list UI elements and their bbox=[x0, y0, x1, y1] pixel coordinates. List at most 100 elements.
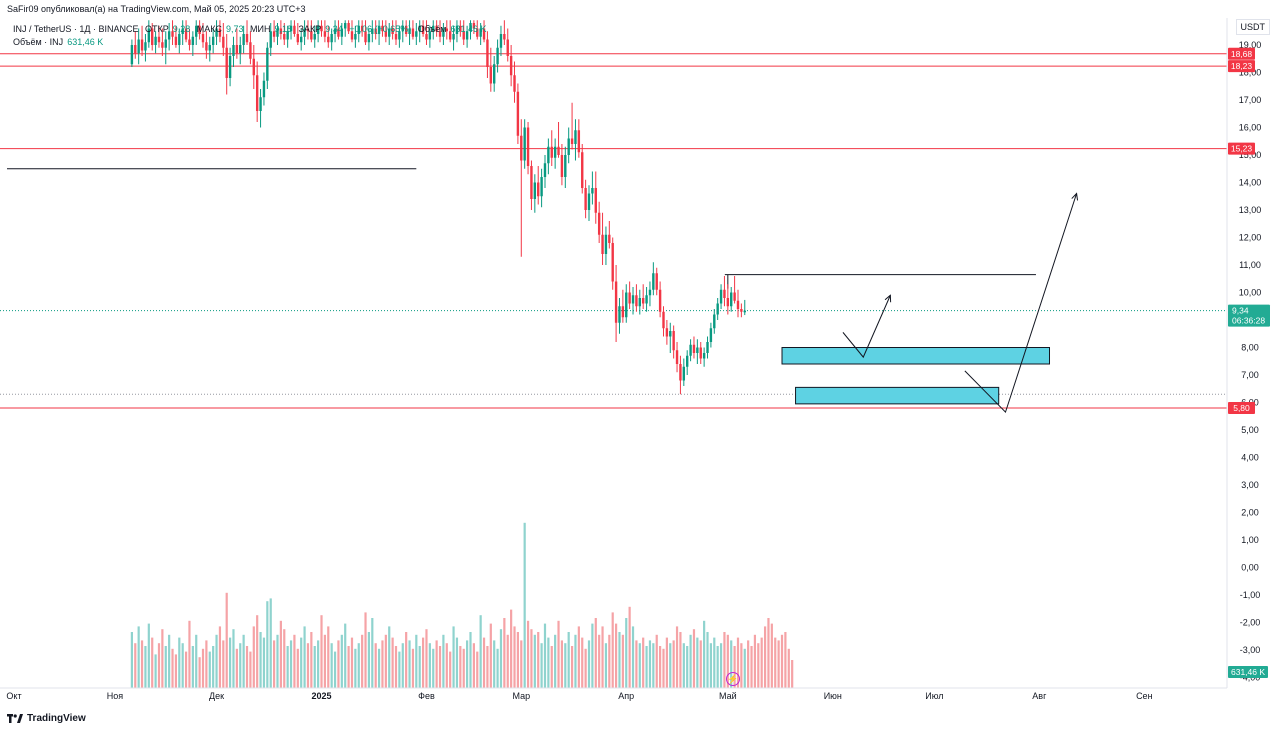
horizontal-levels bbox=[0, 53, 1227, 409]
candle bbox=[350, 20, 354, 43]
candle bbox=[635, 284, 638, 312]
volume-bar bbox=[157, 643, 161, 688]
candle-body bbox=[130, 45, 134, 65]
candle-body bbox=[496, 47, 499, 65]
candle-body bbox=[689, 344, 692, 356]
candle-body bbox=[736, 300, 740, 309]
volume-bar bbox=[679, 632, 682, 688]
level-tag bbox=[1228, 142, 1255, 155]
candle-body bbox=[655, 273, 658, 290]
y-tick-label: 1,00 bbox=[1241, 535, 1259, 545]
candle bbox=[455, 20, 459, 43]
candle-body bbox=[367, 34, 371, 43]
volume-bar bbox=[239, 643, 242, 688]
volume-bar bbox=[716, 646, 719, 688]
y-tick-label: 8,00 bbox=[1241, 343, 1259, 353]
candle bbox=[560, 144, 564, 186]
candle bbox=[520, 119, 523, 257]
volume-bar bbox=[618, 632, 621, 688]
volume-bar bbox=[161, 629, 164, 688]
candle-body bbox=[621, 306, 625, 318]
candle-body bbox=[699, 347, 702, 359]
volume-bar bbox=[696, 637, 699, 688]
candle bbox=[377, 20, 381, 45]
volume-legend[interactable]: Объём · INJ 631,46 K bbox=[13, 37, 107, 47]
candle-body bbox=[259, 97, 262, 111]
volume-bar bbox=[262, 637, 266, 688]
candle bbox=[631, 287, 635, 315]
volume-bar bbox=[215, 634, 218, 688]
volume-bar bbox=[452, 626, 455, 688]
candle bbox=[658, 281, 662, 318]
volume-bar bbox=[760, 637, 763, 688]
volume-bar bbox=[642, 637, 645, 688]
volume-bar bbox=[235, 648, 238, 688]
candle-body bbox=[665, 328, 669, 337]
candle bbox=[239, 36, 242, 65]
candle bbox=[161, 28, 164, 56]
volume-bar bbox=[374, 643, 377, 688]
lightning-icon[interactable]: ⚡ bbox=[726, 672, 740, 686]
candle-body bbox=[489, 67, 493, 84]
volume-bar bbox=[753, 634, 757, 688]
symbol-name[interactable]: INJ / TetherUS · 1Д · BINANCE bbox=[13, 24, 139, 34]
volume-bar bbox=[168, 634, 171, 688]
candle-body bbox=[472, 23, 476, 29]
candle bbox=[465, 25, 469, 48]
candle-body bbox=[584, 188, 587, 210]
y-tick-label: 3,00 bbox=[1241, 480, 1259, 490]
volume-bar bbox=[317, 640, 320, 688]
candle-body bbox=[239, 45, 242, 54]
candle bbox=[452, 25, 455, 51]
volume-bars bbox=[130, 522, 794, 688]
volume-bar bbox=[137, 626, 140, 688]
candle bbox=[726, 284, 730, 315]
volume-bar bbox=[740, 643, 743, 688]
candle bbox=[567, 127, 570, 164]
candle bbox=[435, 20, 438, 37]
symbol-legend[interactable]: INJ / TetherUS · 1Д · BINANCE ОТКР 9,28 М… bbox=[13, 24, 491, 34]
candle bbox=[225, 34, 228, 95]
candle-body bbox=[235, 45, 239, 54]
volume-bar bbox=[730, 640, 733, 688]
candle-body bbox=[482, 28, 486, 40]
volume-bar bbox=[523, 522, 526, 688]
volume-bar bbox=[394, 646, 398, 688]
y-tick-label: 5,00 bbox=[1241, 425, 1259, 435]
candle bbox=[689, 339, 692, 362]
candle-body bbox=[377, 25, 381, 34]
volume-bar bbox=[289, 640, 293, 688]
volume-bar bbox=[682, 643, 685, 688]
volume-bar bbox=[361, 634, 364, 688]
x-tick-label: Июл bbox=[925, 691, 943, 701]
candle bbox=[489, 47, 493, 92]
volume-bar bbox=[543, 623, 547, 688]
high-label: МАКС bbox=[196, 24, 222, 34]
candle bbox=[306, 20, 310, 40]
candle bbox=[665, 320, 669, 345]
candle-body bbox=[269, 31, 272, 48]
candle bbox=[621, 289, 625, 323]
x-tick-label: Авг bbox=[1032, 691, 1047, 701]
volume-bar bbox=[686, 646, 689, 688]
candle bbox=[740, 303, 743, 318]
candle bbox=[232, 36, 235, 67]
currency-label[interactable]: USDT bbox=[1235, 19, 1270, 35]
candle-body bbox=[327, 36, 330, 43]
candle-body bbox=[564, 155, 567, 177]
candle bbox=[333, 20, 337, 43]
volume-bar bbox=[432, 648, 435, 688]
candle-body bbox=[469, 23, 472, 32]
volume-bar bbox=[787, 648, 790, 688]
volume-bar bbox=[598, 634, 601, 688]
candle bbox=[174, 25, 178, 48]
volume-bar bbox=[323, 634, 326, 688]
volume-bar bbox=[540, 643, 543, 688]
candle bbox=[574, 119, 577, 161]
volume-bar bbox=[743, 648, 746, 688]
volume-bar bbox=[567, 632, 570, 688]
tradingview-logo-icon bbox=[7, 714, 23, 723]
candle bbox=[157, 25, 161, 48]
candle bbox=[669, 322, 672, 353]
